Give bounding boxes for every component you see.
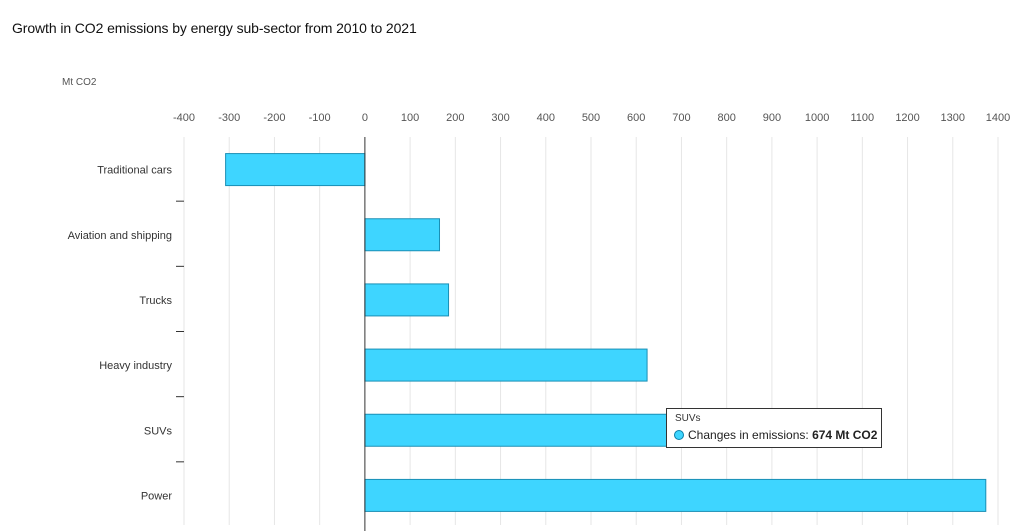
bar [364,218,441,252]
bar [364,348,648,382]
x-tick-label: -200 [263,112,285,124]
category-label: Heavy industry [99,360,172,372]
x-tick-label: -100 [309,112,331,124]
x-tick-label: 800 [717,112,735,124]
bar [364,478,987,512]
x-tick-label: 0 [362,112,368,124]
x-tick-label: 700 [672,112,690,124]
tooltip-marker-icon [674,430,684,440]
bar [364,283,450,317]
x-tick-label: 200 [446,112,464,124]
x-tick-label: 400 [537,112,555,124]
category-label: Aviation and shipping [68,230,172,242]
x-tick-label: 1300 [941,112,965,124]
x-tick-label: 100 [401,112,419,124]
bar [364,413,671,447]
chart-title: Growth in CO2 emissions by energy sub-se… [12,20,417,36]
tooltip-value: 674 Mt CO2 [812,428,878,442]
x-tick-label: 600 [627,112,645,124]
x-tick-label: 1000 [805,112,829,124]
tooltip-series-name: SUVs [675,413,701,424]
category-label: Traditional cars [97,165,172,177]
x-tick-label: -400 [173,112,195,124]
tooltip: SUVs Changes in emissions: 674 Mt CO2 [666,408,882,448]
category-label: SUVs [144,425,173,437]
x-tick-label: 500 [582,112,600,124]
tooltip-label: Changes in emissions: [688,428,809,442]
category-label: Power [141,490,173,502]
axis-unit-label: Mt CO2 [62,77,97,88]
x-tick-label: 900 [763,112,781,124]
x-tick-label: 300 [491,112,509,124]
x-tick-label: 1400 [986,112,1010,124]
x-tick-label: 1200 [895,112,919,124]
x-tick-label: -300 [218,112,240,124]
tooltip-row: Changes in emissions: 674 Mt CO2 [674,428,877,442]
category-label: Trucks [139,295,172,307]
bar [225,153,366,187]
x-tick-label: 1100 [851,112,875,124]
